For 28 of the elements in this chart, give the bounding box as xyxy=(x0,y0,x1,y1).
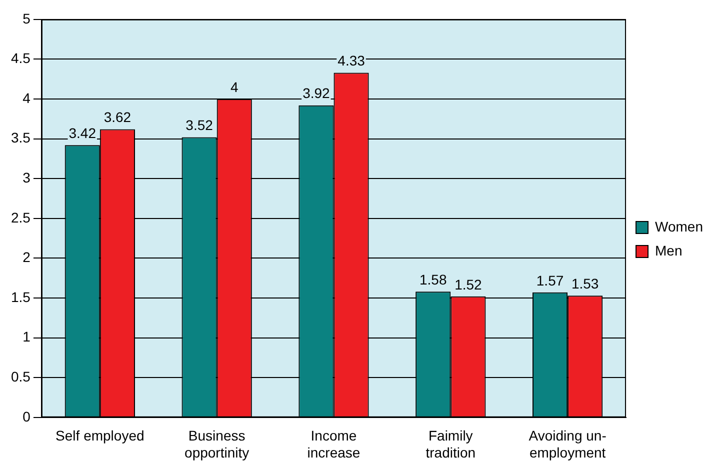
y-tick-label: 0 xyxy=(22,408,31,424)
data-label: 3.52 xyxy=(186,117,214,134)
data-label: 1.52 xyxy=(454,276,482,292)
y-tick-label: 4 xyxy=(22,90,31,106)
legend-label: Women xyxy=(655,218,704,234)
y-tick-label: 5 xyxy=(22,10,31,26)
y-tick-label: 3 xyxy=(22,169,31,186)
x-tick-label: Business opportinity xyxy=(184,428,250,460)
data-label: 4 xyxy=(230,78,238,95)
data-label: 3.92 xyxy=(302,85,330,102)
data-label: 4.33 xyxy=(338,52,366,69)
x-tick-label: Self employed xyxy=(56,428,144,444)
y-tick-label: 3.5 xyxy=(10,130,31,146)
x-tick-label: Faimily tradition xyxy=(426,428,476,460)
data-label: 1.53 xyxy=(571,275,599,292)
x-tick-label: Income increase xyxy=(307,428,360,460)
data-label: 1.58 xyxy=(419,271,447,288)
y-tick-label: 2.5 xyxy=(10,209,31,226)
y-tick-label: 4.5 xyxy=(10,50,31,66)
legend-label: Men xyxy=(655,242,682,258)
y-tick-label: 1.5 xyxy=(10,288,31,305)
y-tick-label: 0.5 xyxy=(10,368,31,384)
x-tick-label: Avoiding un-employment xyxy=(528,428,607,460)
data-label: 3.42 xyxy=(68,125,96,142)
y-tick-label: 1 xyxy=(22,328,31,345)
y-tick-label: 2 xyxy=(22,249,31,266)
data-label: 3.62 xyxy=(104,109,132,126)
data-label: 1.57 xyxy=(536,272,564,288)
